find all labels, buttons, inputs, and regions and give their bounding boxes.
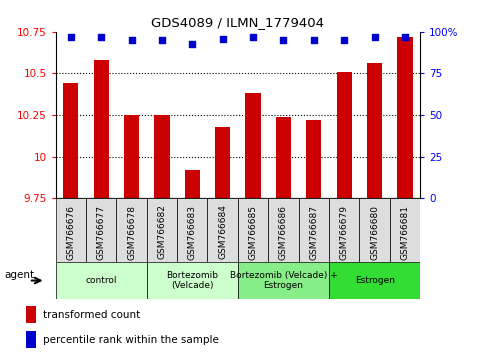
Bar [359, 198, 390, 262]
Bar [245, 93, 261, 198]
Bar [26, 331, 36, 348]
Bar [56, 262, 147, 299]
Point [280, 37, 287, 43]
Bar [390, 198, 420, 262]
Text: Estrogen: Estrogen [355, 276, 395, 285]
Text: GSM766680: GSM766680 [370, 205, 379, 259]
Bar [329, 262, 420, 299]
Point [67, 34, 74, 40]
Bar [215, 127, 230, 198]
Point [249, 34, 257, 40]
Text: Bortezomib
(Velcade): Bortezomib (Velcade) [166, 271, 218, 290]
Text: percentile rank within the sample: percentile rank within the sample [43, 335, 219, 344]
Bar [337, 72, 352, 198]
Bar [116, 198, 147, 262]
Bar [268, 198, 298, 262]
Bar [185, 170, 200, 198]
Point [310, 37, 318, 43]
Point [158, 37, 166, 43]
Text: transformed count: transformed count [43, 310, 140, 320]
Bar [208, 198, 238, 262]
Bar [298, 198, 329, 262]
Bar [398, 37, 412, 198]
Bar [276, 117, 291, 198]
Text: GSM766681: GSM766681 [400, 205, 410, 259]
Text: Bortezomib (Velcade) +
Estrogen: Bortezomib (Velcade) + Estrogen [229, 271, 337, 290]
Bar [177, 198, 208, 262]
Bar [26, 306, 36, 323]
Text: GSM766676: GSM766676 [66, 205, 75, 259]
Title: GDS4089 / ILMN_1779404: GDS4089 / ILMN_1779404 [151, 16, 325, 29]
Text: control: control [85, 276, 117, 285]
Text: GSM766685: GSM766685 [249, 205, 257, 259]
Bar [329, 198, 359, 262]
Text: GSM766679: GSM766679 [340, 205, 349, 259]
Point [97, 34, 105, 40]
Point [128, 37, 135, 43]
Bar [238, 262, 329, 299]
Point [341, 37, 348, 43]
Point [401, 34, 409, 40]
Text: agent: agent [4, 270, 35, 280]
Bar [306, 120, 322, 198]
Point [219, 36, 227, 41]
Text: GSM766682: GSM766682 [157, 205, 167, 259]
Bar [124, 115, 139, 198]
Text: GSM766683: GSM766683 [188, 205, 197, 259]
Point [188, 41, 196, 46]
Bar [147, 262, 238, 299]
Bar [367, 63, 382, 198]
Text: GSM766686: GSM766686 [279, 205, 288, 259]
Point [371, 34, 379, 40]
Bar [94, 60, 109, 198]
Bar [86, 198, 116, 262]
Text: GSM766678: GSM766678 [127, 205, 136, 259]
Text: GSM766677: GSM766677 [97, 205, 106, 259]
Bar [238, 198, 268, 262]
Bar [147, 198, 177, 262]
Text: GSM766684: GSM766684 [218, 205, 227, 259]
Text: GSM766687: GSM766687 [309, 205, 318, 259]
Bar [154, 115, 170, 198]
Bar [56, 198, 86, 262]
Bar [63, 84, 78, 198]
